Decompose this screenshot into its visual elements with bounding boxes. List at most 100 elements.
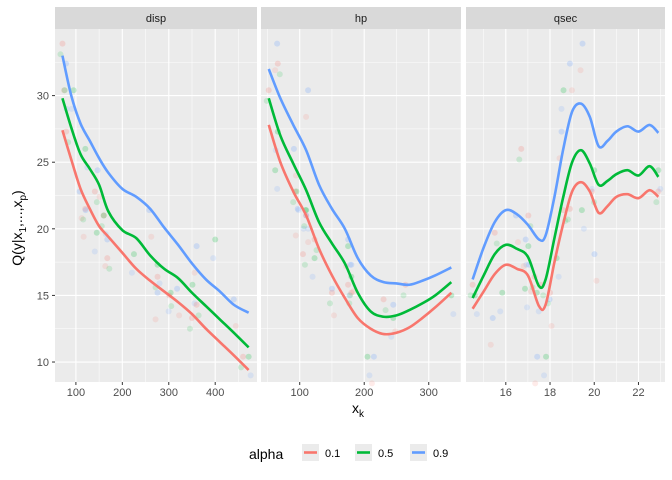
data-point	[274, 40, 281, 47]
y-axis-title-sub2: p	[18, 195, 29, 201]
quantile-line-0-9	[471, 102, 660, 280]
data-point	[497, 308, 504, 315]
legend: alpha 0.1 0.5 0.9	[249, 444, 448, 462]
data-point	[518, 145, 525, 152]
data-point	[152, 316, 159, 323]
quantile-line-0-1	[61, 129, 250, 371]
data-point	[305, 87, 312, 94]
data-point	[104, 255, 111, 262]
data-point	[558, 105, 565, 112]
data-point	[247, 372, 254, 379]
data-point	[91, 248, 98, 255]
data-point	[328, 285, 335, 292]
data-point	[91, 188, 98, 195]
facet-panels: disp 100 200 300 400 hp 100 200 300 qsec 16 18 20 22	[55, 7, 665, 399]
data-point	[245, 353, 252, 360]
data-point	[106, 265, 113, 272]
data-point	[294, 205, 301, 212]
data-point	[130, 251, 137, 258]
x-tick-label: 300	[420, 387, 438, 399]
data-point	[299, 251, 306, 258]
y-axis-ticks: 10 15 20 25 30	[37, 91, 55, 369]
legend-label-0-9: 0.9	[433, 448, 448, 460]
quantile-line-0-1	[471, 180, 660, 312]
x-axis-title: xk	[352, 400, 365, 420]
data-point	[524, 304, 531, 311]
data-point	[346, 292, 353, 299]
data-point	[193, 301, 200, 308]
panel-background	[261, 29, 461, 382]
data-point	[516, 156, 523, 163]
quantile-line-0-9	[267, 68, 452, 287]
data-point	[493, 240, 500, 247]
data-point	[93, 199, 100, 206]
strip-label: disp	[146, 13, 166, 25]
data-point	[540, 292, 547, 299]
x-tick-label: 200	[113, 387, 131, 399]
data-point	[532, 380, 539, 387]
data-point	[290, 145, 297, 152]
data-point	[276, 71, 283, 78]
data-point	[489, 315, 496, 322]
data-point	[655, 167, 662, 174]
data-point	[579, 40, 586, 47]
data-point	[193, 243, 200, 250]
data-point	[186, 325, 193, 332]
x-tick-label: 300	[160, 387, 178, 399]
data-point	[272, 67, 279, 74]
data-point	[93, 229, 100, 236]
data-point	[78, 215, 85, 222]
data-point	[499, 289, 506, 296]
data-point	[326, 300, 333, 307]
data-point	[400, 292, 407, 299]
data-point	[154, 273, 161, 280]
data-point	[290, 199, 297, 206]
data-point	[300, 225, 307, 232]
y-axis-title: Q(y|x1,...,xp)	[9, 190, 29, 265]
facet-panel-hp: hp 100 200 300	[261, 7, 462, 399]
data-point	[348, 289, 355, 296]
strip-label: qsec	[554, 13, 578, 25]
y-tick-label: 10	[37, 357, 49, 369]
data-point	[347, 292, 354, 299]
data-point	[240, 353, 247, 360]
y-axis-title-sub1: 1	[18, 227, 29, 233]
data-point	[176, 312, 183, 319]
y-axis-title-close: )	[9, 190, 25, 195]
data-point	[210, 255, 217, 262]
data-point	[525, 243, 532, 250]
y-axis-title-sep: ,...,x	[9, 201, 25, 227]
data-point	[491, 229, 498, 236]
data-point	[370, 353, 377, 360]
data-point	[577, 67, 584, 74]
data-point	[541, 372, 548, 379]
x-tick-label: 100	[67, 387, 85, 399]
data-point	[230, 296, 237, 303]
data-point	[657, 185, 664, 192]
data-point	[189, 281, 196, 288]
data-point	[191, 269, 198, 276]
data-point	[580, 225, 587, 232]
x-tick-label: 400	[206, 387, 224, 399]
data-point	[366, 372, 373, 379]
data-point	[305, 239, 312, 246]
strip-background	[466, 7, 665, 29]
quantile-line-0-9	[61, 55, 250, 314]
x-axis-title-main: x	[352, 400, 359, 416]
data-point	[68, 105, 75, 112]
data-point	[328, 289, 335, 296]
strip-background	[261, 7, 461, 29]
data-point	[154, 289, 161, 296]
y-tick-label: 25	[37, 157, 49, 169]
y-axis-title-main: Q(y|x	[9, 233, 25, 266]
x-tick-label: 200	[355, 387, 373, 399]
data-point	[380, 296, 387, 303]
facet-panel-disp: disp 100 200 300 400	[55, 7, 257, 399]
data-point	[525, 212, 532, 219]
data-point	[522, 285, 529, 292]
data-point	[593, 277, 600, 284]
y-tick-label: 30	[37, 91, 49, 103]
data-point	[238, 364, 245, 371]
data-point	[232, 323, 239, 330]
